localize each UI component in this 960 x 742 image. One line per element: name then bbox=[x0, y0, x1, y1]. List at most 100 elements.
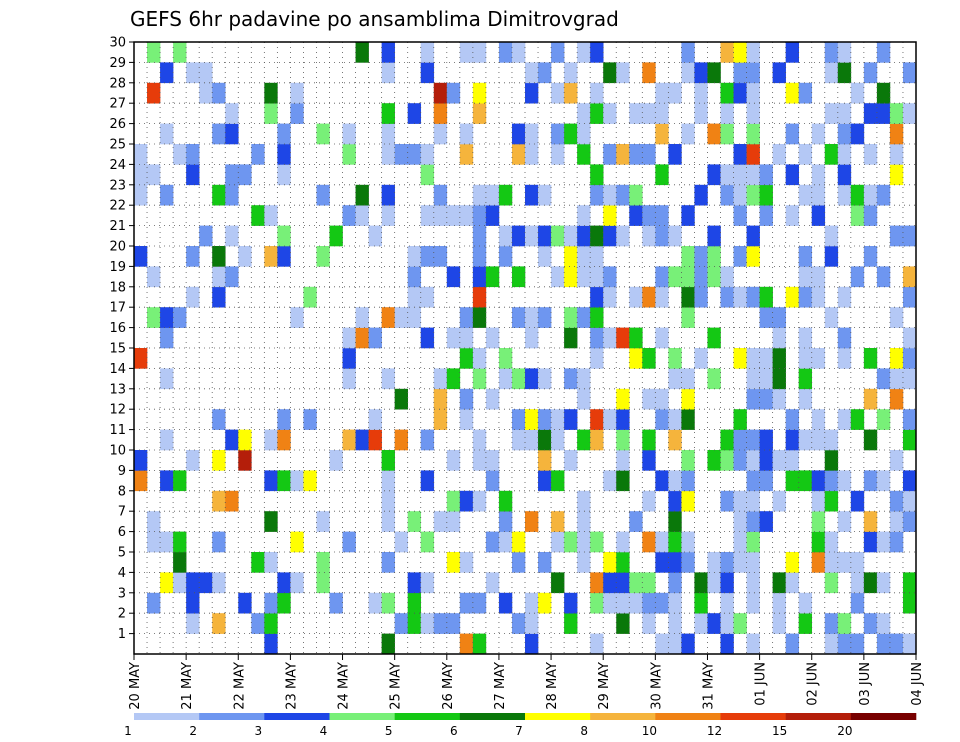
precip-cell bbox=[446, 368, 461, 390]
precip-cell bbox=[498, 184, 513, 206]
precip-cell bbox=[355, 327, 369, 349]
precip-cell bbox=[147, 164, 161, 186]
precip-cell bbox=[212, 531, 226, 553]
precip-cell bbox=[459, 307, 474, 328]
precip-cell bbox=[798, 286, 813, 308]
precip-cell bbox=[525, 592, 539, 614]
precip-cell bbox=[707, 123, 721, 145]
precip-cell bbox=[355, 184, 369, 206]
precip-cell bbox=[498, 246, 513, 267]
precip-cell bbox=[316, 123, 330, 145]
precip-cell bbox=[707, 552, 721, 573]
precip-cell bbox=[564, 246, 578, 267]
precip-cell bbox=[837, 62, 852, 84]
precip-cell bbox=[160, 470, 174, 492]
precip-cell bbox=[863, 103, 878, 124]
precip-cell bbox=[746, 633, 760, 655]
precip-cell bbox=[772, 144, 786, 165]
precip-cell bbox=[186, 450, 200, 471]
precip-cell bbox=[160, 327, 174, 349]
legend-swatch bbox=[134, 713, 200, 720]
precip-cell bbox=[134, 450, 148, 471]
precip-cell bbox=[564, 613, 578, 634]
precip-cell bbox=[225, 429, 239, 451]
precip-cell bbox=[785, 123, 799, 145]
precip-cell bbox=[525, 225, 539, 247]
precip-cell bbox=[629, 348, 643, 369]
precip-cell bbox=[772, 490, 786, 512]
precip-cell bbox=[551, 409, 565, 430]
precip-cell bbox=[876, 266, 891, 288]
precip-cell bbox=[733, 82, 747, 104]
precip-cell bbox=[564, 409, 578, 430]
precip-cell bbox=[785, 286, 799, 308]
precip-cell bbox=[420, 62, 435, 84]
precip-cell bbox=[472, 246, 487, 267]
precip-cell bbox=[498, 42, 513, 63]
precip-cell bbox=[707, 62, 721, 84]
precip-cell bbox=[863, 348, 878, 369]
precip-cell bbox=[525, 82, 539, 104]
precip-cell bbox=[485, 327, 500, 349]
precip-cell bbox=[264, 592, 278, 614]
precip-cell bbox=[590, 82, 604, 104]
precip-cell bbox=[655, 327, 669, 349]
x-date-label: 22 MAY bbox=[232, 662, 247, 710]
precip-cell bbox=[863, 62, 878, 84]
precip-cell bbox=[642, 286, 656, 308]
precip-cell bbox=[472, 82, 487, 104]
precip-cell bbox=[733, 286, 747, 308]
precip-cell bbox=[694, 62, 708, 84]
precip-cell bbox=[863, 572, 878, 594]
precip-cell bbox=[668, 266, 682, 288]
precip-cell bbox=[303, 470, 317, 492]
precip-cell bbox=[590, 184, 604, 206]
chart-title: GEFS 6hr padavine po ansamblima Dimitrov… bbox=[130, 7, 619, 31]
precip-cell bbox=[629, 572, 643, 594]
precip-cell bbox=[655, 470, 669, 492]
precip-cell bbox=[772, 327, 786, 349]
y-tick-label: 11 bbox=[109, 423, 126, 438]
precip-cell bbox=[733, 184, 747, 206]
precip-cell bbox=[785, 205, 799, 226]
precip-cell bbox=[538, 429, 552, 451]
precip-cell bbox=[498, 490, 513, 512]
precip-cell bbox=[186, 613, 200, 634]
precip-cell bbox=[186, 164, 200, 186]
precip-cell bbox=[381, 144, 395, 165]
precip-cell bbox=[264, 552, 278, 573]
precip-cell bbox=[759, 511, 773, 532]
precip-cell bbox=[811, 266, 826, 288]
precip-cell bbox=[511, 144, 526, 165]
precip-cell bbox=[264, 511, 278, 532]
y-tick-label: 9 bbox=[118, 464, 126, 479]
precip-cell bbox=[472, 490, 487, 512]
precip-cell bbox=[681, 42, 695, 63]
precip-cell bbox=[511, 42, 526, 63]
precip-cell bbox=[876, 470, 891, 492]
precip-cell bbox=[707, 266, 721, 288]
precip-cell bbox=[329, 592, 343, 614]
precip-cell bbox=[199, 62, 213, 84]
precip-cell bbox=[616, 572, 630, 594]
precip-cell bbox=[134, 246, 148, 267]
precip-cell bbox=[603, 552, 617, 573]
precip-cell bbox=[889, 225, 904, 247]
precip-cell bbox=[850, 490, 865, 512]
precip-cell bbox=[551, 572, 565, 594]
precip-cell bbox=[759, 164, 773, 186]
precip-cell bbox=[902, 327, 917, 349]
precip-cell bbox=[173, 144, 187, 165]
precip-cell bbox=[472, 205, 487, 226]
precip-cell bbox=[785, 552, 799, 573]
legend-label: 6 bbox=[450, 724, 458, 738]
precip-cell bbox=[694, 613, 708, 634]
precip-cell bbox=[603, 103, 617, 124]
precip-cell bbox=[134, 164, 148, 186]
precip-cell bbox=[798, 266, 813, 288]
precip-cell bbox=[290, 82, 304, 104]
precip-cell bbox=[759, 184, 773, 206]
precip-cell bbox=[824, 490, 839, 512]
precip-cell bbox=[160, 184, 174, 206]
precip-cell bbox=[381, 511, 395, 532]
